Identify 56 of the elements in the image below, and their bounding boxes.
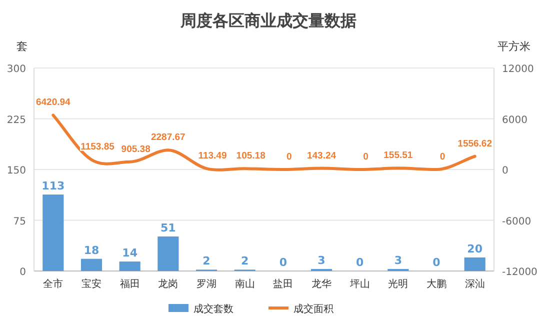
x-tick-label: 福田 — [120, 278, 140, 290]
data-label: 105.18 — [236, 150, 266, 162]
y-tick-label: 300 — [6, 64, 26, 75]
x-tick-label: 龙华 — [312, 278, 332, 290]
x-tick-label: 南山 — [234, 278, 255, 290]
x-tick-label: 宝安 — [82, 278, 102, 290]
data-label: 155.51 — [384, 150, 414, 162]
data-label: 1556.62 — [458, 138, 492, 150]
data-label: 143.24 — [306, 150, 337, 162]
y2-tick-label: 6000 — [502, 114, 528, 126]
bar — [80, 258, 102, 271]
bar — [42, 194, 64, 271]
data-label: 0 — [363, 152, 368, 162]
data-label: 0 — [432, 256, 441, 269]
x-tick-label: 深汕 — [464, 278, 485, 290]
bar — [464, 257, 486, 271]
data-label: 1153.85 — [80, 142, 116, 153]
x-tick-label: 坪山 — [348, 278, 370, 290]
y2-tick-label: -6000 — [502, 216, 532, 228]
x-tick-label: 大鹏 — [426, 278, 446, 290]
data-label: 18 — [84, 244, 100, 257]
data-label: 3 — [394, 254, 402, 267]
y2-tick-label: 0 — [502, 166, 508, 176]
data-label: 51 — [160, 221, 176, 234]
y2-axis-title: 平方米 — [498, 40, 530, 53]
legend-label: 成交面积 — [294, 303, 334, 315]
data-label: 2 — [202, 254, 210, 268]
x-tick-label: 全市 — [43, 278, 64, 290]
bar — [119, 262, 140, 271]
x-tick-label: 龙岗 — [158, 278, 178, 290]
y-tick-label: 150 — [6, 166, 26, 176]
data-label: 113.49 — [198, 150, 227, 162]
y2-tick-label: -12000 — [502, 267, 537, 278]
data-label: 0 — [279, 256, 288, 269]
x-tick-label: 罗湖 — [196, 278, 216, 290]
legend-label: 成交套数 — [194, 303, 234, 315]
y-tick-label: 225 — [6, 114, 26, 126]
data-label: 2287.67 — [150, 132, 186, 144]
data-label: 0 — [356, 256, 364, 269]
chart-title: 周度各区商业成交量数据 — [180, 11, 356, 30]
data-label: 14 — [122, 246, 138, 260]
data-label: 20 — [467, 242, 483, 256]
data-label: 113 — [42, 180, 65, 193]
x-tick-label: 光明 — [388, 278, 408, 290]
x-tick-label: 盐田 — [273, 278, 294, 290]
bar — [158, 236, 179, 271]
data-label: 905.38 — [121, 144, 150, 155]
data-label: 2 — [241, 254, 249, 268]
data-label: 3 — [318, 254, 326, 267]
data-label: 0 — [440, 152, 446, 162]
data-label: 0 — [286, 152, 292, 162]
y2-tick-label: 12000 — [502, 64, 534, 75]
y-axis-title: 套 — [16, 40, 28, 53]
y-tick-label: 0 — [20, 267, 26, 278]
data-label: 6420.94 — [36, 97, 72, 108]
y-tick-label: 75 — [13, 216, 26, 228]
